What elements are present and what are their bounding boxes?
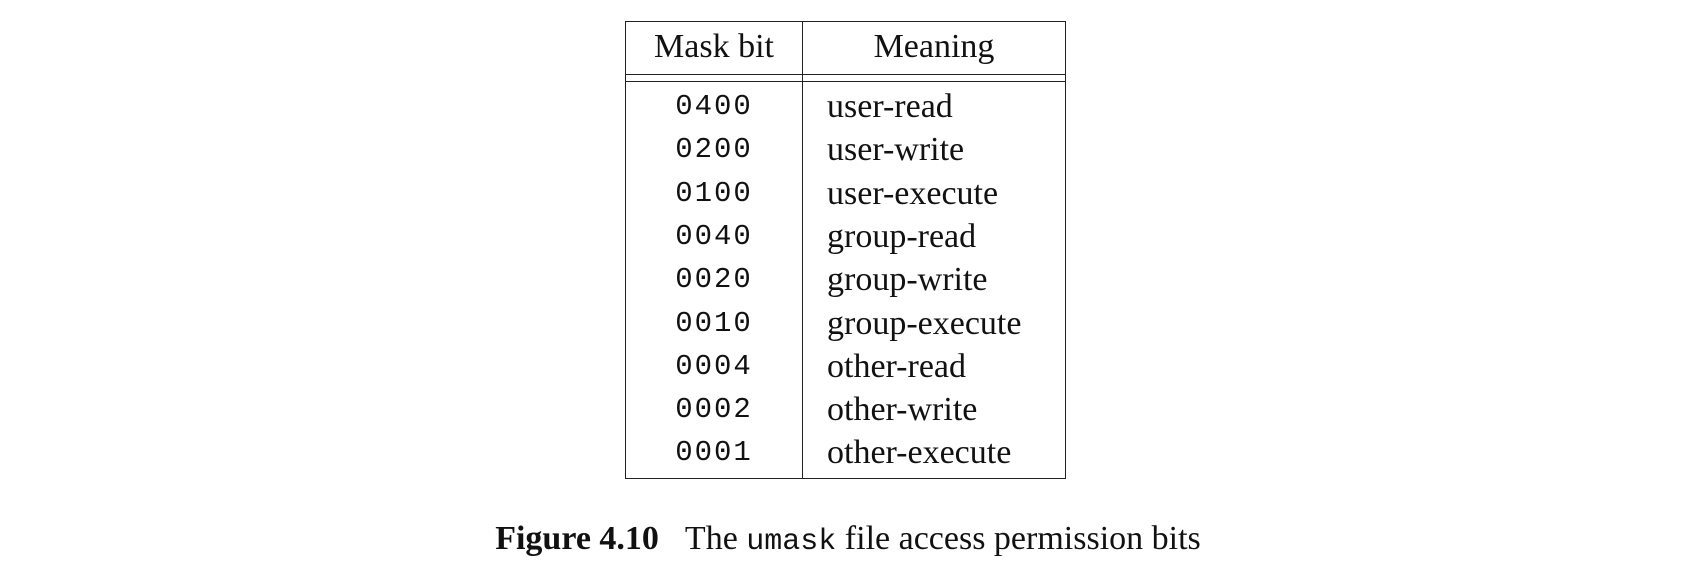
- meaning-cell: user-read: [827, 88, 953, 125]
- caption-text-before: The: [684, 520, 747, 557]
- mask-bit-cell: 0002: [675, 393, 753, 427]
- table-row: 0010 group-execute: [626, 302, 1065, 345]
- caption-text-after: file access permission bits: [836, 520, 1201, 557]
- table-row: 0020 group-write: [626, 258, 1065, 301]
- mask-bit-cell: 0004: [675, 349, 753, 383]
- table-row: 0040 group-read: [626, 215, 1065, 258]
- meaning-cell: group-read: [827, 217, 977, 255]
- figure-caption: Figure 4.10 The umask file access permiss…: [0, 520, 1696, 559]
- table-row: 0400 user-read: [626, 85, 1065, 128]
- mask-bit-cell: 0040: [675, 219, 753, 253]
- header-mask-bit: Mask bit: [654, 28, 774, 65]
- meaning-cell: group-execute: [827, 304, 1022, 342]
- mask-bit-cell: 0200: [675, 133, 753, 167]
- header-rule-top: [626, 74, 1065, 75]
- mask-bit-cell: 0100: [675, 176, 753, 210]
- column-divider: [802, 22, 803, 478]
- table-row: 0200 user-write: [626, 128, 1065, 171]
- mask-bit-cell: 0020: [675, 263, 753, 297]
- meaning-cell: user-write: [827, 131, 965, 169]
- meaning-cell: other-write: [827, 391, 978, 429]
- meaning-cell: other-read: [827, 347, 967, 385]
- table-row: 0002 other-write: [626, 388, 1065, 431]
- caption-code: umask: [746, 525, 837, 559]
- meaning-cell: group-write: [827, 261, 988, 299]
- meaning-cell: other-execute: [827, 434, 1012, 472]
- table-row: 0100 user-execute: [626, 172, 1065, 215]
- figure-label: Figure 4.10: [495, 520, 659, 557]
- table-row: 0004 other-read: [626, 345, 1065, 388]
- umask-permission-table: Mask bit Meaning 0400 user-read 0200 use…: [625, 21, 1066, 479]
- meaning-cell: user-execute: [827, 174, 999, 212]
- header-rule-bottom: [626, 81, 1065, 82]
- header-meaning: Meaning: [873, 28, 995, 65]
- mask-bit-cell: 0400: [675, 90, 753, 123]
- table-row: 0001 other-execute: [626, 431, 1065, 474]
- mask-bit-cell: 0010: [675, 306, 753, 340]
- mask-bit-cell: 0001: [675, 436, 753, 470]
